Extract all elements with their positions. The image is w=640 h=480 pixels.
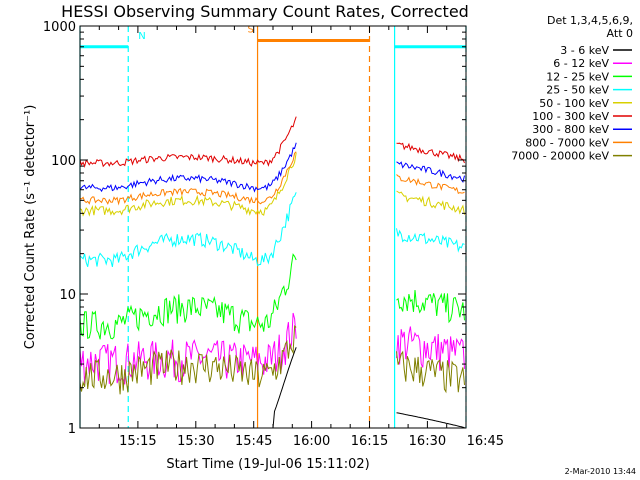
series-line-4 <box>79 192 465 268</box>
series-layer <box>79 116 465 429</box>
legend-label: 3 - 6 keV <box>560 44 609 57</box>
flag-label-S: S <box>248 24 254 35</box>
y-tick-label: 100 <box>51 154 76 169</box>
x-tick-label: 16:00 <box>293 434 330 449</box>
y-tick-label: 1000 <box>43 20 76 35</box>
x-tick-label: 15:15 <box>119 434 156 449</box>
y-axis: 1 10 100 1000 <box>43 20 466 437</box>
series-line-8 <box>79 151 465 206</box>
footer-date: 2-Mar-2010 13:44 <box>565 467 636 476</box>
series-line-2 <box>79 312 465 385</box>
x-tick-label: 16:15 <box>351 434 388 449</box>
series-line-3 <box>79 253 465 340</box>
legend-label: 300 - 800 keV <box>532 123 609 136</box>
series-line-7 <box>79 142 465 193</box>
y-axis-label: Corrected Count Rate (s⁻¹ detector⁻¹) <box>23 105 38 350</box>
legend-label: 6 - 12 keV <box>553 57 609 70</box>
x-tick-label: 16:30 <box>409 434 446 449</box>
legend-header-line-2: Att 0 <box>607 27 633 40</box>
legend-label: 100 - 300 keV <box>532 110 609 123</box>
flag-label-N: N <box>138 31 145 42</box>
series-line-9 <box>79 325 465 395</box>
y-tick-label: 1 <box>68 422 76 437</box>
x-axis: 15:15 15:30 15:45 16:00 16:15 16:30 16:45 <box>79 26 504 449</box>
legend-label: 7000 - 20000 keV <box>511 150 609 163</box>
series-line-5 <box>79 152 465 217</box>
x-tick-label: 15:30 <box>177 434 214 449</box>
legend-header-line-1: Det 1,3,4,5,6,9, <box>547 14 633 27</box>
series-line-6 <box>79 116 465 168</box>
y-tick-label: 10 <box>59 288 76 303</box>
chart-title: HESSI Observing Summary Count Rates, Cor… <box>61 2 469 21</box>
x-tick-label: 15:45 <box>235 434 272 449</box>
x-axis-label: Start Time (19-Jul-06 15:11:02) <box>166 457 369 472</box>
legend-label: 50 - 100 keV <box>539 97 609 110</box>
legend-label: 12 - 25 keV <box>546 70 609 83</box>
x-tick-label: 16:45 <box>467 434 504 449</box>
legend-label: 25 - 50 keV <box>546 84 609 97</box>
legend-label: 800 - 7000 keV <box>525 136 609 149</box>
